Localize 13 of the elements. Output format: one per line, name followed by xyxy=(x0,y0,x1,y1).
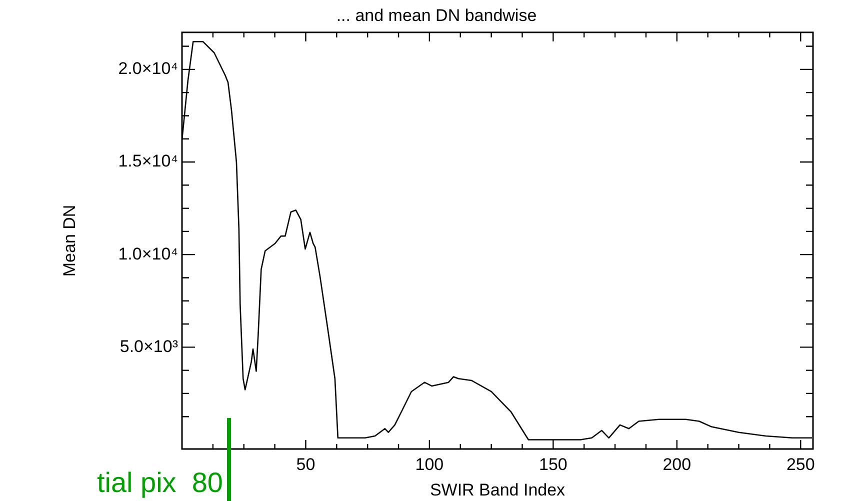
y-tick-label: 1.0×10⁴ xyxy=(118,244,178,264)
y-tick-label: 1.5×10⁴ xyxy=(118,152,178,171)
y-axis-title: Mean DN xyxy=(60,204,79,277)
x-tick-label: 200 xyxy=(662,454,692,474)
ref-line-label: tial pix 80 xyxy=(96,467,224,498)
chart-title: ... and mean DN bandwise xyxy=(336,6,537,25)
y-tick-label: 2.0×10⁴ xyxy=(118,59,178,78)
x-axis-title: SWIR Band Index xyxy=(430,480,566,500)
y-tick-label: 5.0×10³ xyxy=(120,336,178,356)
x-tick-label: 150 xyxy=(538,454,568,474)
x-tick-label: 100 xyxy=(415,454,444,474)
x-tick-label: 50 xyxy=(296,454,316,474)
x-tick-label: 250 xyxy=(786,454,815,474)
